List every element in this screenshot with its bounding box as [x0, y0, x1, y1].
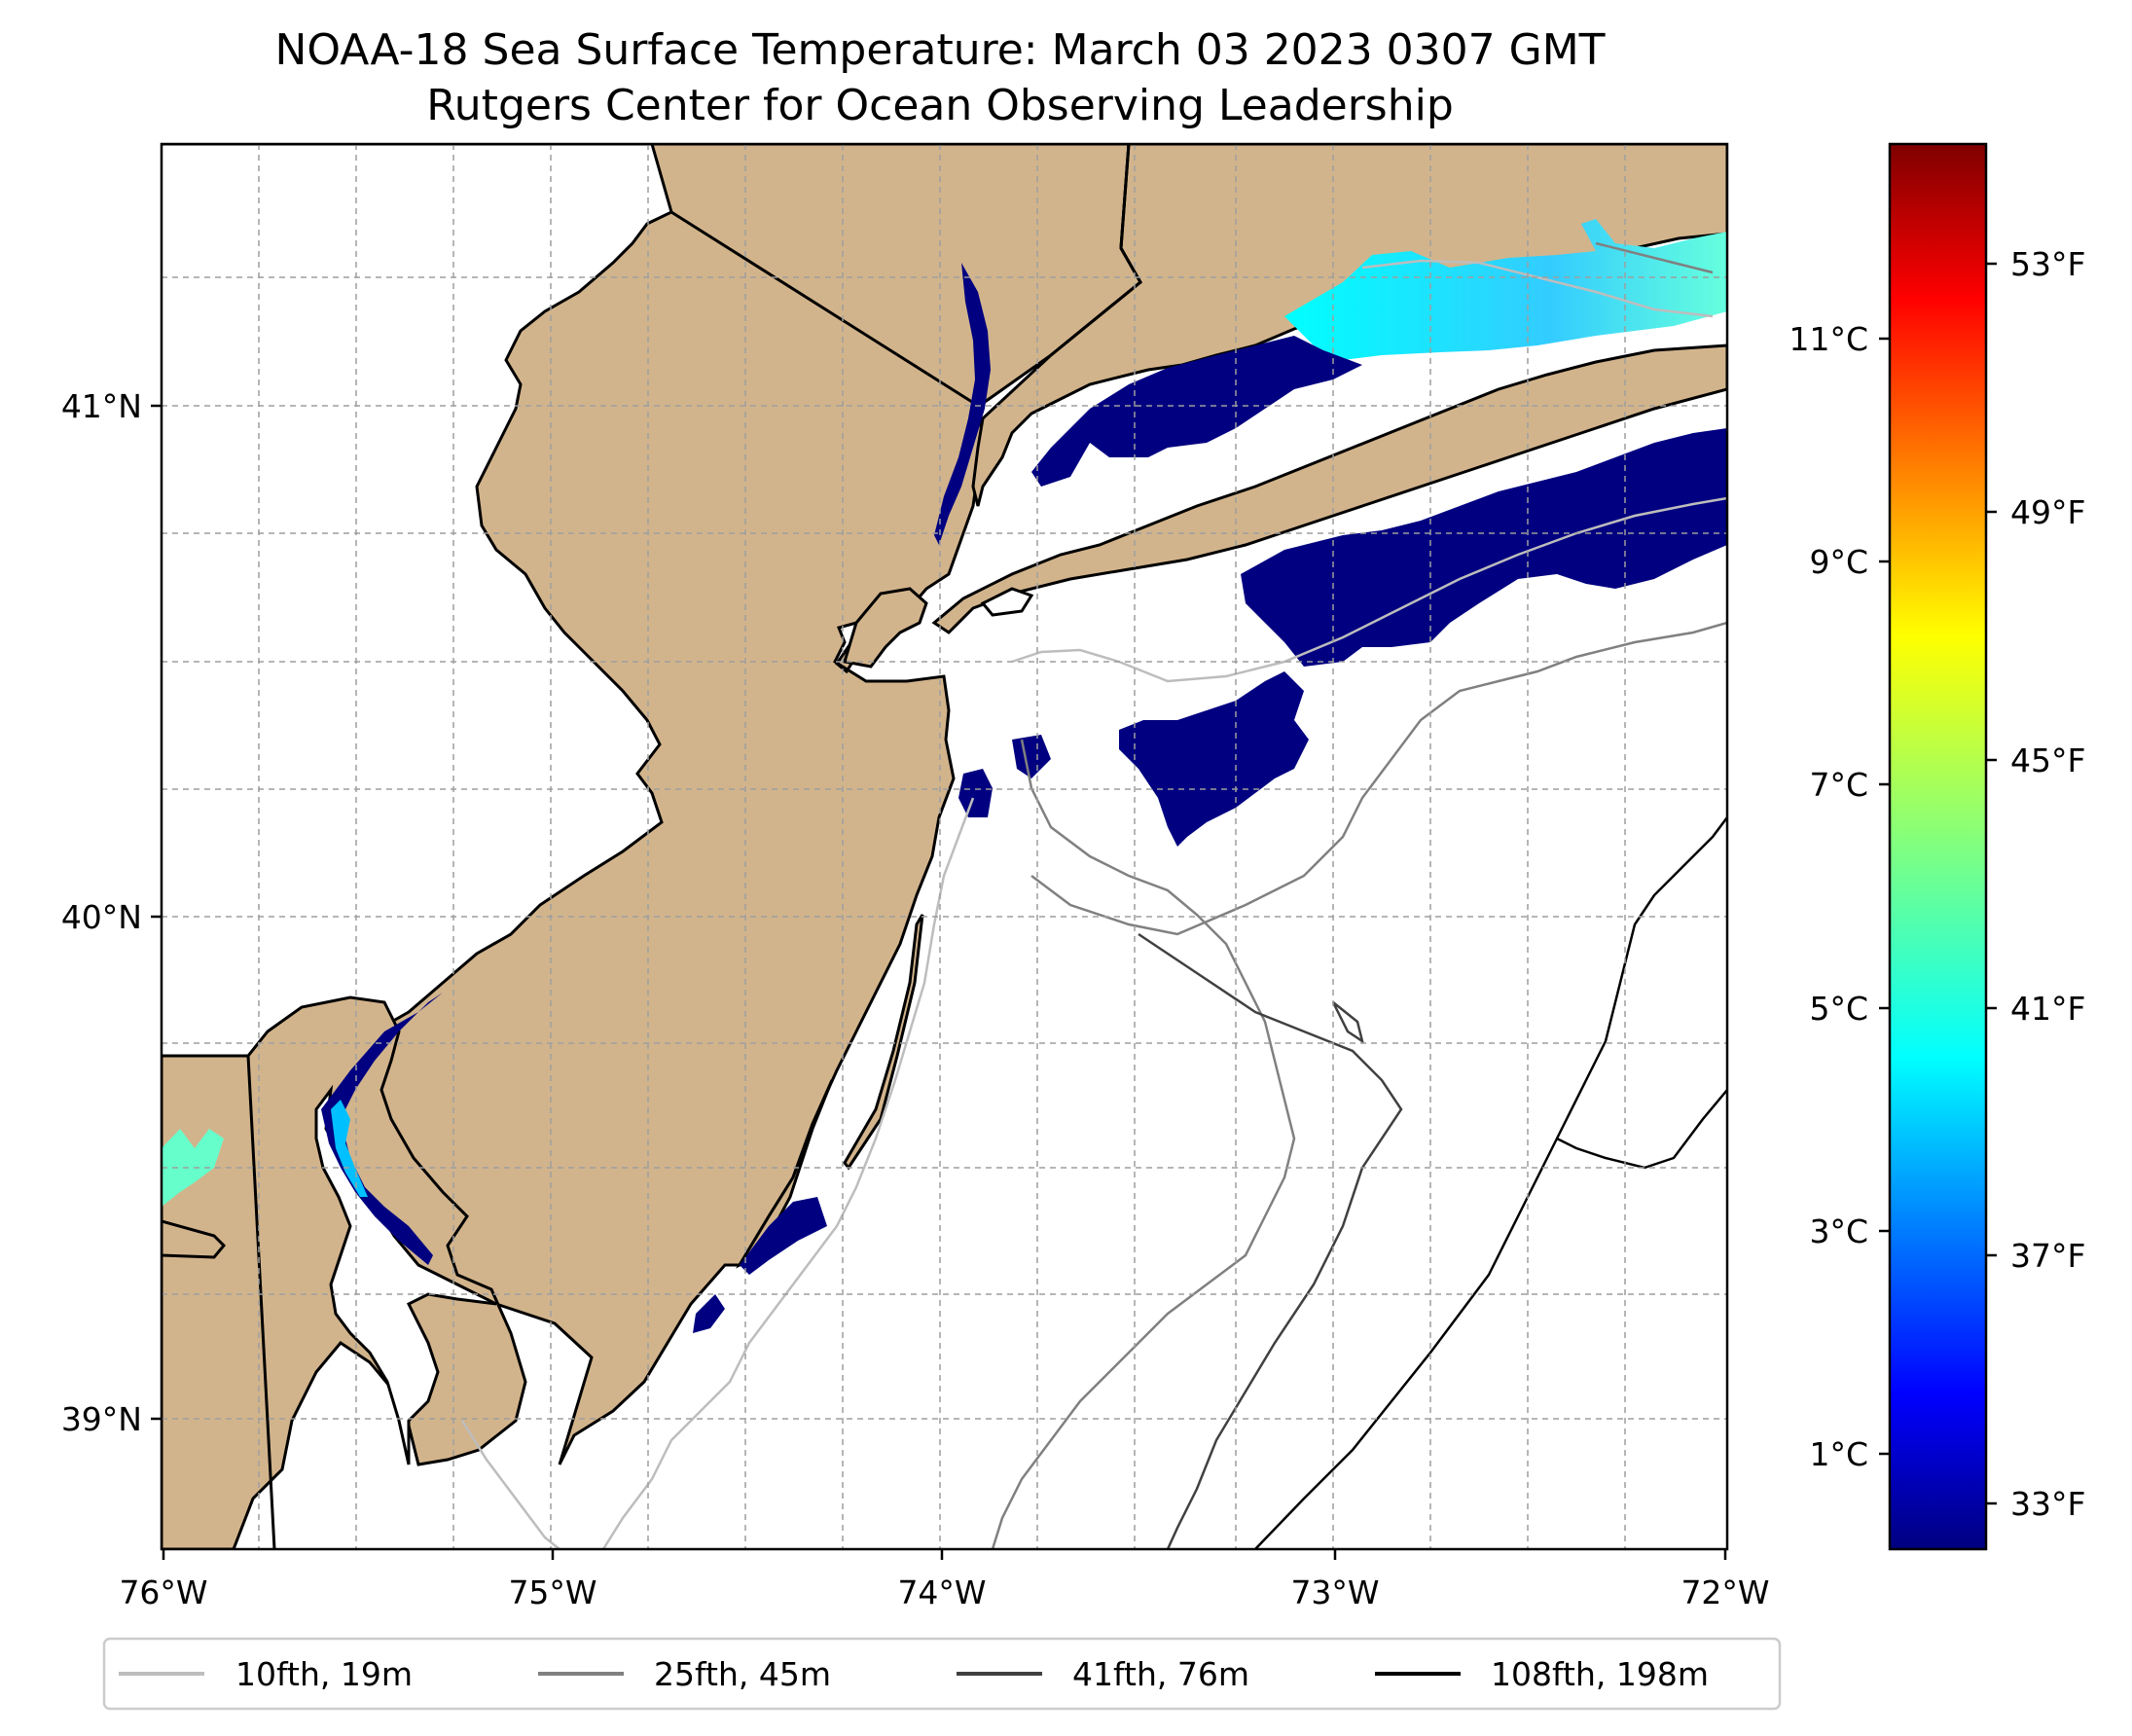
contour-19m — [601, 797, 975, 1549]
contour-legend: 10fth, 19m 25fth, 45m 41fth, 76m 108fth,… — [102, 1637, 1782, 1711]
colorbar-fahrenheit-label: 37°F — [2010, 1237, 2085, 1275]
y-tick-label: 39°N — [61, 1400, 142, 1438]
legend-label: 41fth, 76m — [1072, 1655, 1249, 1693]
state-border-ny-nj — [670, 210, 984, 411]
map-title: NOAA-18 Sea Surface Temperature: March 0… — [274, 25, 1605, 75]
colorbar-fahrenheit-label: 41°F — [2010, 990, 2085, 1028]
colorbar-celsius-label: 11°C — [1789, 320, 1868, 358]
state-border-de-md — [246, 1055, 276, 1549]
map-frame — [160, 142, 1729, 1551]
map-panel — [162, 144, 1727, 1549]
x-axis-ticks — [162, 1549, 1727, 1560]
colorbar-celsius-label: 1°C — [1809, 1435, 1868, 1473]
sst-cape-may-patch — [693, 1294, 725, 1333]
sst-hudson-river — [934, 263, 991, 545]
colorbar-fahrenheit-label: 49°F — [2010, 493, 2085, 531]
nj-barrier-island — [843, 914, 924, 1171]
contour-45m — [991, 739, 1296, 1549]
legend-label: 10fth, 19m — [235, 1655, 413, 1693]
land-rockaway — [980, 587, 1034, 617]
colorbar-celsius-label: 7°C — [1809, 766, 1868, 804]
y-axis-ticks — [151, 404, 162, 1421]
contour-19m-d — [460, 1420, 560, 1549]
sst-delaware-river — [321, 993, 443, 1265]
colorbar — [1888, 142, 1988, 1551]
legend-label: 25fth, 45m — [654, 1655, 831, 1693]
colorbar-celsius-label: 5°C — [1809, 990, 1868, 1028]
land-delmarva-interior — [162, 1219, 227, 1259]
map-subtitle: Rutgers Center for Ocean Observing Leade… — [426, 81, 1454, 130]
x-tick-label: 75°W — [508, 1573, 596, 1611]
colorbar-fahrenheit-label: 33°F — [2010, 1485, 2085, 1523]
sst-offshore-blob — [1119, 671, 1309, 847]
contour-76m-b — [1331, 1001, 1364, 1044]
sst-long-island-sound — [1284, 219, 1727, 360]
state-border-ny-ct — [1050, 144, 1142, 357]
contour-45m-b — [1030, 621, 1727, 936]
y-tick-label: 41°N — [61, 387, 142, 425]
sst-barnegat — [958, 769, 993, 817]
sst-chesapeake-patch — [162, 1129, 224, 1207]
bathymetry-contours — [460, 241, 1727, 1549]
colorbar-celsius-label: 3°C — [1809, 1212, 1868, 1250]
sst-atlantic-city — [740, 1197, 827, 1275]
colorbar-fahrenheit-ticks — [1986, 262, 1997, 1505]
contour-76m — [1138, 932, 1403, 1549]
land-long-island-east — [931, 344, 1727, 634]
sst-data-patches — [162, 219, 1727, 1333]
colorbar-fahrenheit-label: 45°F — [2010, 741, 2085, 779]
x-tick-label: 73°W — [1290, 1573, 1379, 1611]
legend-label: 108fth, 198m — [1491, 1655, 1709, 1693]
contour-45m-c — [1595, 241, 1714, 274]
legend-box — [102, 1637, 1782, 1711]
colorbar-celsius-label: 9°C — [1809, 543, 1868, 581]
land-staten-island — [843, 587, 928, 669]
x-tick-label: 72°W — [1680, 1573, 1769, 1611]
sst-south-shore — [1241, 428, 1727, 667]
colorbar-fahrenheit-label: 53°F — [2010, 245, 2085, 283]
sst-sound-deep — [1031, 336, 1362, 487]
contour-198m — [1254, 816, 1727, 1549]
colorbar-celsius-ticks — [1879, 337, 1890, 1456]
x-tick-label: 76°W — [119, 1573, 207, 1611]
sst-delaware-river-cyan — [331, 1100, 368, 1197]
x-tick-label: 74°W — [897, 1573, 986, 1611]
graticule — [162, 144, 1727, 1549]
y-tick-label: 40°N — [61, 898, 142, 936]
contour-19m-b — [1011, 496, 1727, 683]
